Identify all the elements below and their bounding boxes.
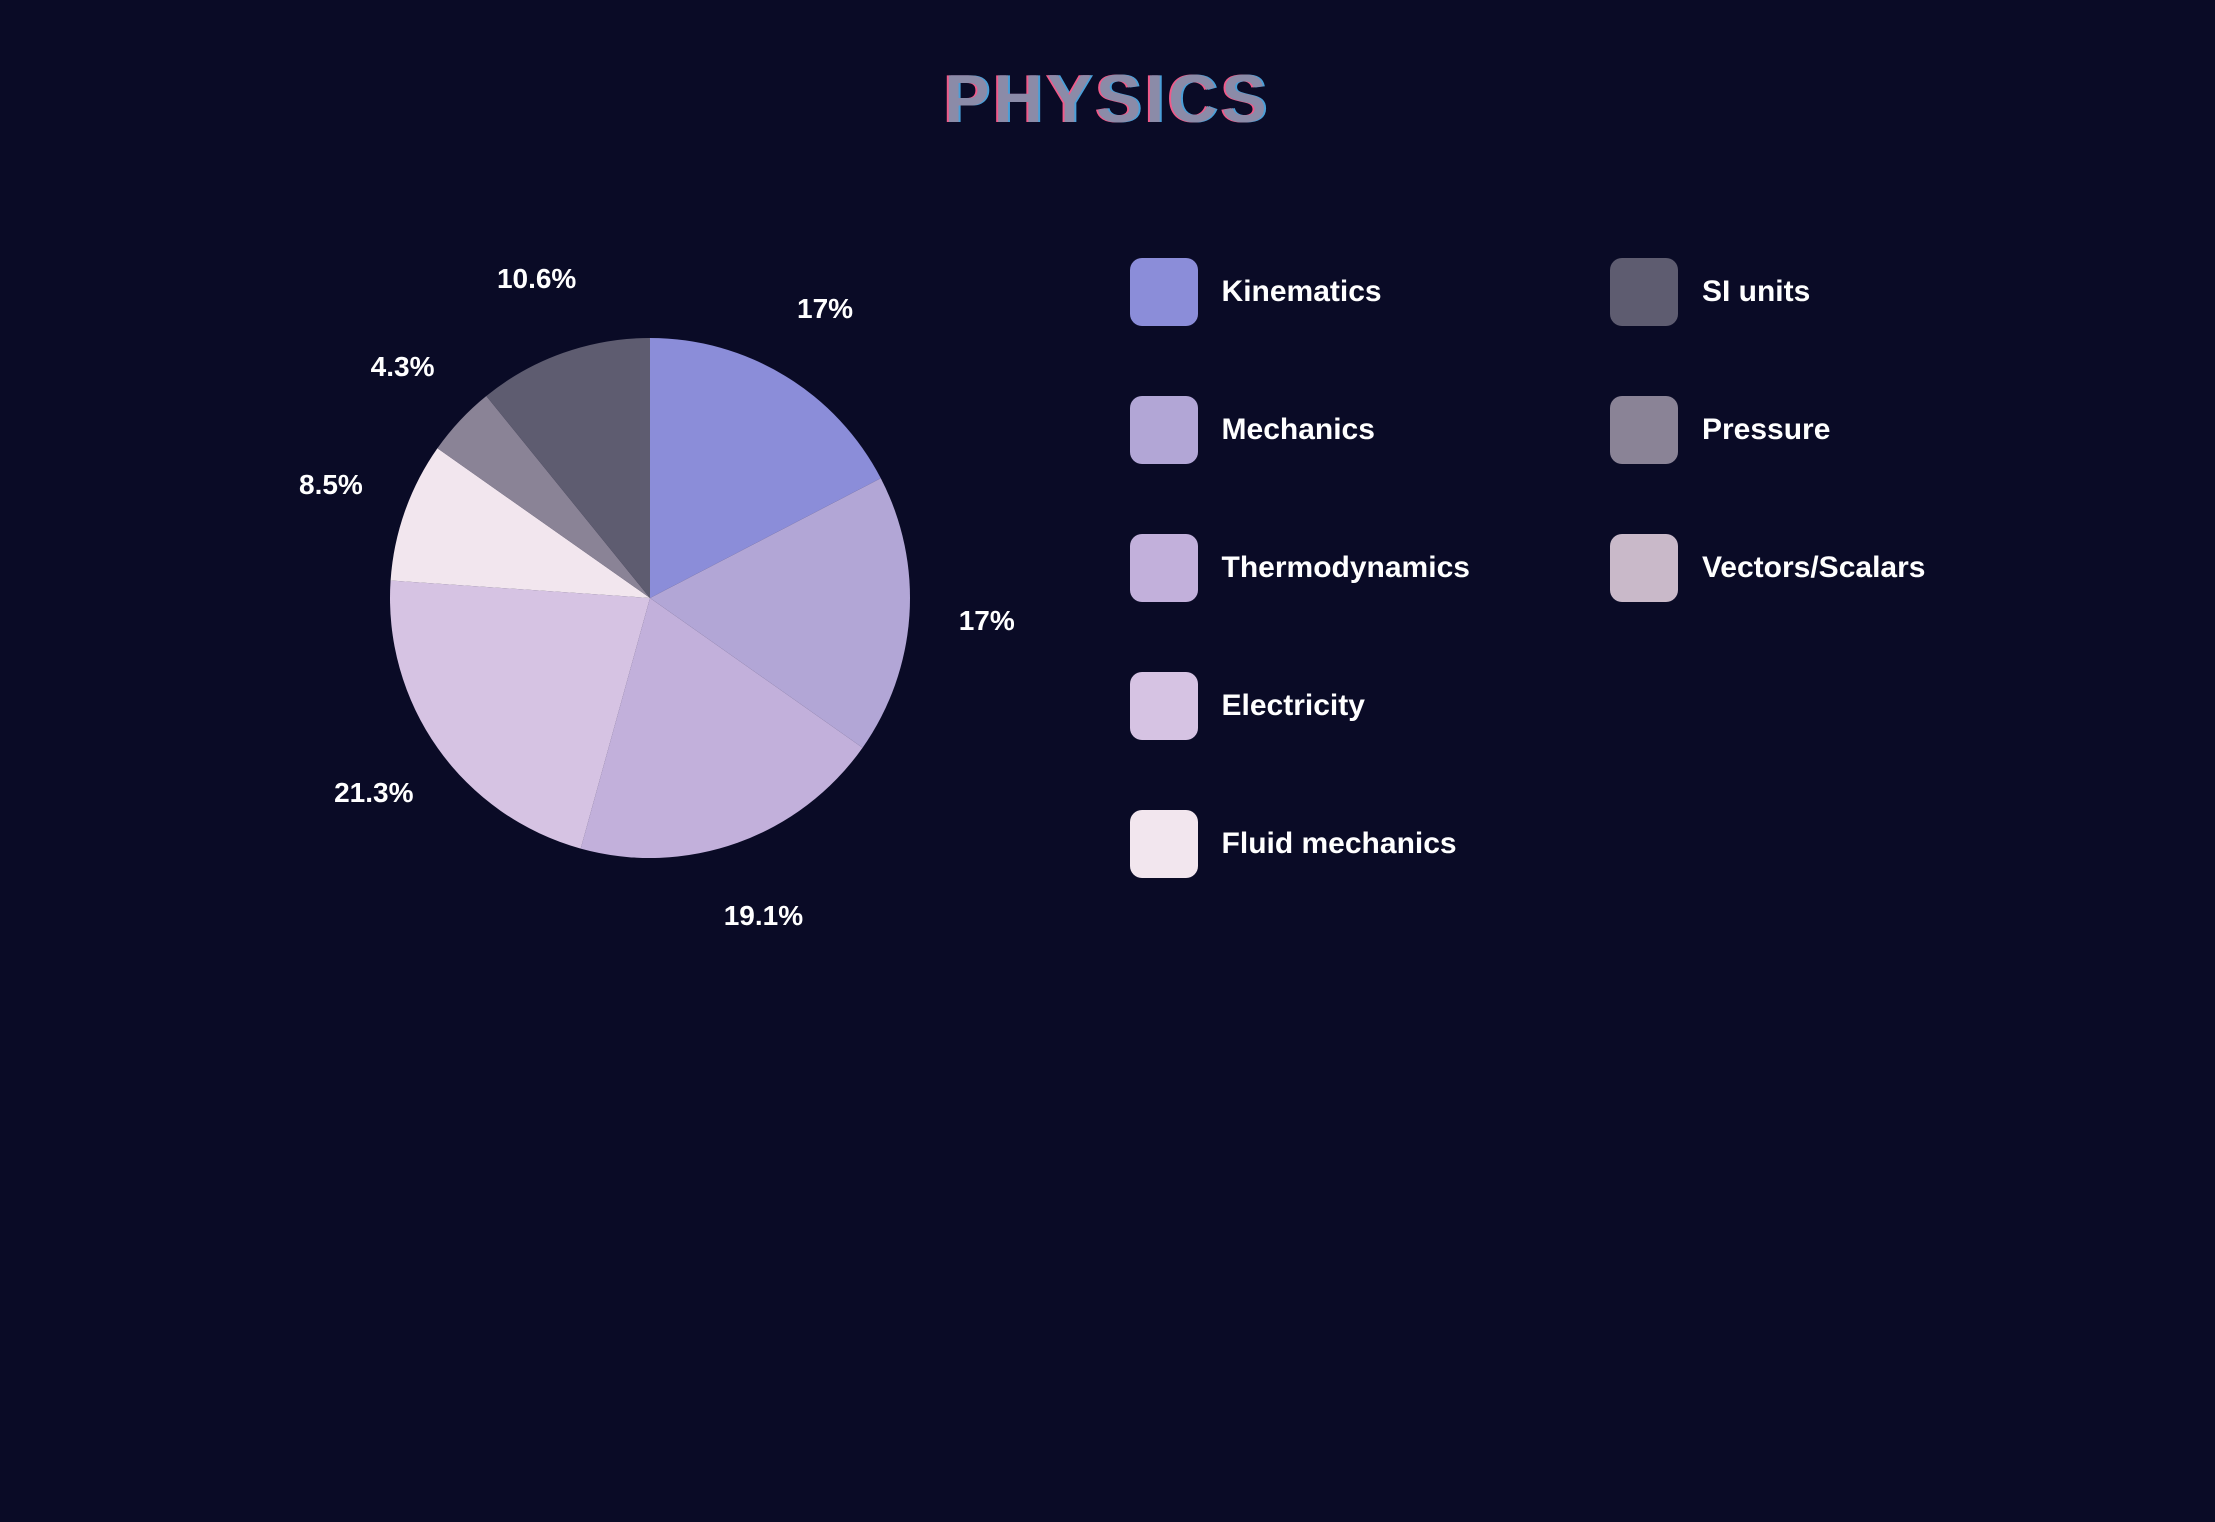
pie-svg	[290, 238, 1010, 958]
legend-item: Vectors/Scalars	[1610, 534, 1926, 602]
legend-swatch	[1130, 810, 1198, 878]
legend-item: Electricity	[1130, 672, 1470, 740]
legend-swatch	[1610, 396, 1678, 464]
legend-item: Kinematics	[1130, 258, 1470, 326]
legend-swatch	[1130, 534, 1198, 602]
legend-item: SI units	[1610, 258, 1926, 326]
legend-swatch	[1130, 672, 1198, 740]
legend-label: Pressure	[1702, 413, 1830, 447]
legend-swatch	[1130, 258, 1198, 326]
legend-item: Pressure	[1610, 396, 1926, 464]
legend-label: SI units	[1702, 275, 1810, 309]
legend-item: Thermodynamics	[1130, 534, 1470, 602]
page-title: PHYSICS	[80, 60, 2135, 138]
legend-label: Fluid mechanics	[1222, 827, 1457, 861]
legend-item: Fluid mechanics	[1130, 810, 1470, 878]
legend-swatch	[1610, 258, 1678, 326]
legend-item: Mechanics	[1130, 396, 1470, 464]
legend-label: Thermodynamics	[1222, 551, 1470, 585]
legend-swatch	[1130, 396, 1198, 464]
legend-swatch	[1610, 534, 1678, 602]
pie-chart: 17%17%19.1%21.3%8.5%4.3%10.6%	[290, 238, 1010, 958]
legend-label: Vectors/Scalars	[1702, 551, 1926, 585]
legend-label: Mechanics	[1222, 413, 1375, 447]
legend: Kinematics SI units Mechanics Pressure Therm…	[1130, 258, 1926, 878]
legend-label: Kinematics	[1222, 275, 1382, 309]
content-row: 17%17%19.1%21.3%8.5%4.3%10.6% Kinematics…	[80, 238, 2135, 958]
legend-label: Electricity	[1222, 689, 1365, 723]
